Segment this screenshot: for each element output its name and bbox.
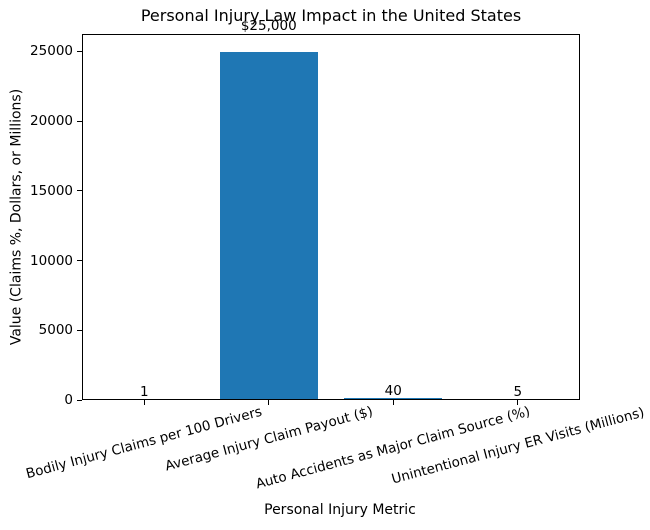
- bar: [344, 398, 442, 399]
- x-axis-label: Personal Injury Metric: [264, 502, 416, 518]
- y-tick-mark: [77, 120, 82, 122]
- bar: [220, 52, 318, 399]
- x-tick-mark: [268, 400, 270, 405]
- y-tick-mark: [77, 260, 82, 262]
- x-tick-mark: [392, 400, 394, 405]
- y-tick-label: 25000: [30, 43, 73, 60]
- y-tick-mark: [77, 399, 82, 401]
- y-tick-mark: [77, 50, 82, 52]
- y-tick-label: 15000: [30, 182, 73, 199]
- y-tick-mark: [77, 329, 82, 331]
- bar-value-label: 5: [513, 383, 523, 400]
- bar-value-label: 40: [384, 383, 402, 400]
- x-tick-mark: [517, 400, 519, 405]
- y-tick-label: 20000: [30, 113, 73, 130]
- y-tick-label: 5000: [38, 322, 73, 339]
- chart-title: Personal Injury Law Impact in the United…: [140, 6, 522, 25]
- y-tick-mark: [77, 190, 82, 192]
- y-tick-label: 0: [64, 392, 73, 408]
- bar-value-label: $25,000: [240, 18, 297, 34]
- bar-value-label: 1: [139, 383, 149, 400]
- plot-area: [82, 34, 580, 400]
- x-tick-mark: [143, 400, 145, 405]
- y-tick-label: 10000: [30, 252, 73, 269]
